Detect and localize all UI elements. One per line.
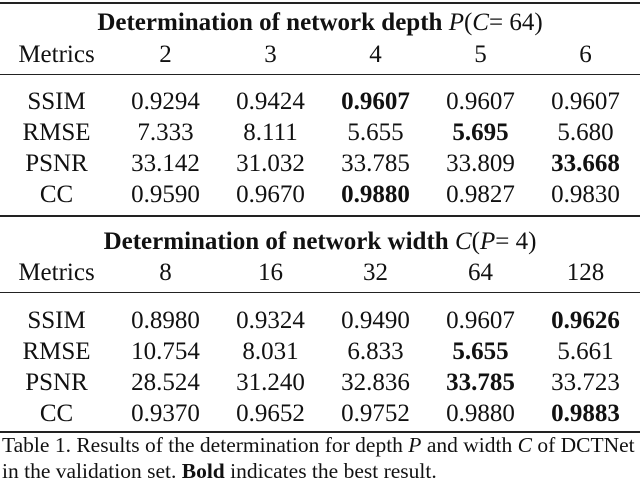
table-bottom-rule (0, 431, 640, 433)
table-cell: 10.754 (131, 337, 200, 365)
table-caption: Table 1. Results of the determination fo… (2, 432, 636, 484)
width-title-paren-open: ( (471, 227, 480, 255)
table-row: PSNR 33.142 31.032 33.785 33.809 33.668 (0, 148, 640, 178)
table-cell: 31.032 (236, 149, 305, 177)
table-cell: 0.9324 (236, 306, 305, 334)
table-cell: 5.655 (347, 118, 404, 146)
table-cell-best: 5.655 (452, 337, 509, 365)
metric-label: SSIM (27, 306, 86, 334)
table-cell: 5.680 (557, 118, 614, 146)
metric-label: CC (39, 180, 74, 208)
table-cell: 0.9607 (446, 87, 515, 115)
table-row: PSNR 28.524 31.240 32.836 33.785 33.723 (0, 367, 640, 397)
table-cell: 0.9370 (131, 399, 200, 427)
table-row: SSIM 0.9294 0.9424 0.9607 0.9607 0.9607 (0, 86, 640, 116)
width-title-paren-rest: = 4) (495, 227, 537, 255)
depth-title-paren-var: C (472, 8, 489, 36)
table-cell: 0.9590 (131, 180, 200, 208)
table-cell: 0.9607 (446, 306, 515, 334)
table-cell: 31.240 (236, 368, 305, 396)
table-cell: 0.9490 (341, 306, 410, 334)
table-cell: 8.031 (242, 337, 299, 365)
table-header-cell: Metrics (18, 40, 95, 68)
caption-bold-word: Bold (181, 459, 225, 483)
table-cell: 33.809 (446, 149, 515, 177)
table-cell: 0.9670 (236, 180, 305, 208)
table-cell-best: 0.9626 (551, 306, 620, 334)
table-cell: 33.723 (551, 368, 620, 396)
depth-section-title: Determination of network depth P (C = 64… (0, 5, 640, 39)
table-header-cell: 3 (264, 40, 277, 68)
table-cell: 7.333 (137, 118, 194, 146)
table-cell: 28.524 (131, 368, 200, 396)
table-cell-best: 33.785 (446, 368, 515, 396)
table-cell: 8.111 (243, 118, 298, 146)
table-cell-best: 33.668 (551, 149, 620, 177)
section-divider-rule (0, 215, 640, 217)
width-header-rule (0, 292, 640, 293)
metric-label: PSNR (25, 149, 88, 177)
metric-label: RMSE (22, 337, 91, 365)
width-header-row: Metrics 8 16 32 64 128 (0, 257, 640, 287)
table-header-cell: 6 (579, 40, 592, 68)
table-cell: 33.785 (341, 149, 410, 177)
metric-label: PSNR (25, 368, 88, 396)
caption-text-1: Table 1. Results of the determination fo… (2, 433, 409, 457)
table-cell: 0.9830 (551, 180, 620, 208)
caption-text-3: of DCTNet in the validation set. (2, 433, 635, 483)
width-title-var: C (454, 227, 472, 255)
table-header-cell: Metrics (18, 258, 95, 286)
table-header-cell: 2 (159, 40, 172, 68)
table-header-cell: 5 (474, 40, 487, 68)
caption-text-2: and width (421, 433, 518, 457)
table-cell-best: 0.9880 (341, 180, 410, 208)
table-header-cell: 8 (159, 258, 172, 286)
metric-label: RMSE (22, 118, 91, 146)
caption-var-c: C (517, 433, 532, 457)
table-row: RMSE 10.754 8.031 6.833 5.655 5.661 (0, 336, 640, 366)
depth-header-rule (0, 74, 640, 75)
depth-title-text: Determination of network depth (97, 8, 443, 36)
table-cell: 0.9652 (236, 399, 305, 427)
width-section-title: Determination of network width C (P = 4) (0, 224, 640, 258)
width-title-paren-var: P (479, 227, 496, 255)
table-cell-best: 0.9607 (341, 87, 410, 115)
table-header-cell: 16 (258, 258, 283, 286)
table-row: RMSE 7.333 8.111 5.655 5.695 5.680 (0, 117, 640, 147)
table-cell: 33.142 (131, 149, 200, 177)
caption-text-4: indicates the best result. (224, 459, 437, 483)
table-header-cell: 32 (363, 258, 388, 286)
table-cell: 0.9880 (446, 399, 515, 427)
table-cell-best: 5.695 (452, 118, 509, 146)
depth-title-var: P (448, 8, 464, 36)
table-cell: 0.8980 (131, 306, 200, 334)
table-cell: 0.9294 (131, 87, 200, 115)
table-top-rule (0, 2, 640, 4)
table-cell: 0.9827 (446, 180, 515, 208)
table-header-cell: 128 (566, 258, 605, 286)
depth-title-paren-rest: = 64) (488, 8, 543, 36)
table-header-cell: 4 (369, 40, 382, 68)
metric-label: SSIM (27, 87, 86, 115)
table-cell: 0.9752 (341, 399, 410, 427)
table-row: CC 0.9370 0.9652 0.9752 0.9880 0.9883 (0, 398, 640, 428)
table-header-cell: 64 (468, 258, 493, 286)
depth-title-paren-open: ( (463, 8, 473, 36)
table-cell: 6.833 (347, 337, 404, 365)
table-row: SSIM 0.8980 0.9324 0.9490 0.9607 0.9626 (0, 305, 640, 335)
table-cell: 5.661 (557, 337, 614, 365)
width-title-text: Determination of network width (103, 227, 449, 255)
table-cell-best: 0.9883 (551, 399, 620, 427)
table-cell: 0.9424 (236, 87, 305, 115)
caption-var-p: P (408, 433, 422, 457)
depth-header-row: Metrics 2 3 4 5 6 (0, 39, 640, 69)
table-row: CC 0.9590 0.9670 0.9880 0.9827 0.9830 (0, 179, 640, 209)
table-cell: 32.836 (341, 368, 410, 396)
table-cell: 0.9607 (551, 87, 620, 115)
metric-label: CC (39, 399, 74, 427)
